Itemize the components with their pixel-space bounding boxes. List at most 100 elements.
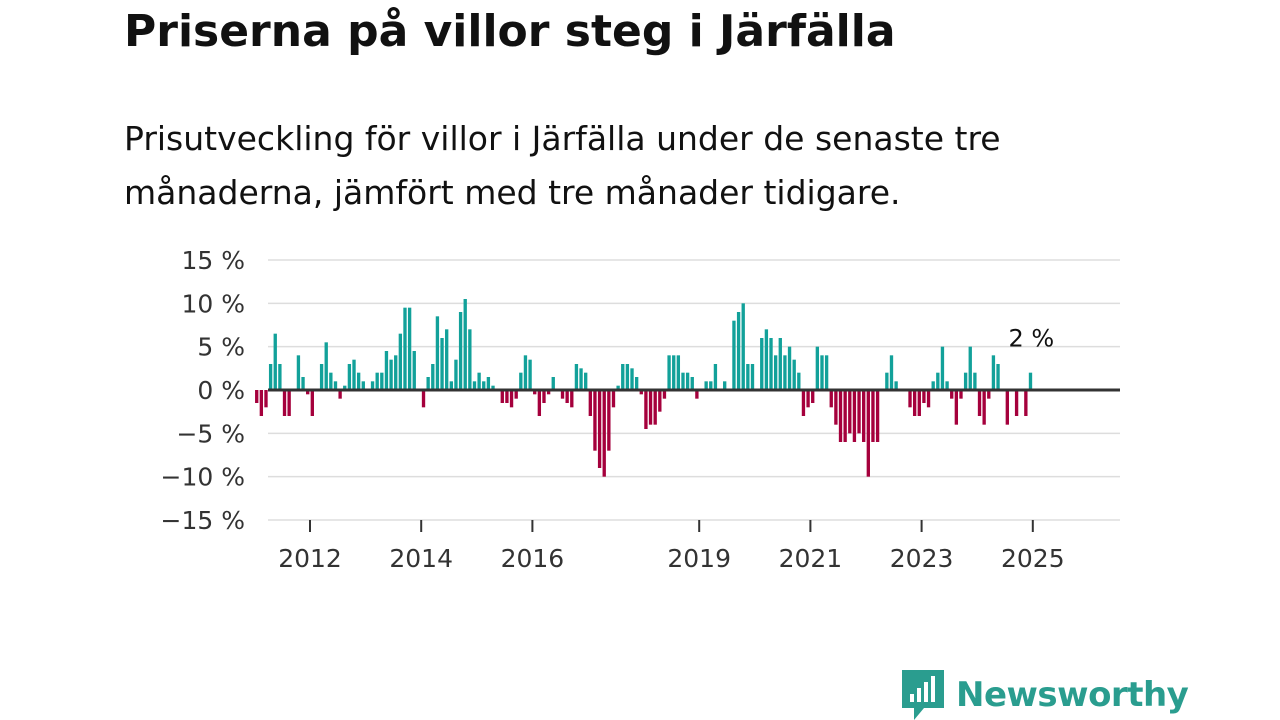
bar bbox=[736, 312, 741, 390]
x-tick-label: 2021 bbox=[779, 544, 843, 573]
bar bbox=[672, 355, 676, 390]
bar bbox=[894, 381, 898, 390]
bar bbox=[889, 355, 894, 390]
newsworthy-logo-icon bbox=[902, 670, 944, 720]
y-tick-label: 15 % bbox=[181, 246, 245, 275]
bar bbox=[862, 390, 866, 442]
bar bbox=[806, 390, 810, 408]
bar bbox=[463, 299, 467, 390]
bar bbox=[815, 346, 820, 390]
bar bbox=[514, 390, 518, 399]
bar bbox=[560, 390, 565, 399]
bar bbox=[695, 390, 699, 399]
x-tick-label: 2025 bbox=[1001, 544, 1065, 573]
bar bbox=[287, 390, 291, 416]
bar bbox=[732, 320, 736, 390]
bar bbox=[996, 364, 1000, 390]
bar bbox=[773, 355, 778, 390]
bar bbox=[268, 364, 273, 390]
chart-subtitle: Prisutveckling för villor i Järfälla und… bbox=[124, 119, 1001, 212]
bar bbox=[602, 390, 606, 477]
newsworthy-logo[interactable]: Newsworthy bbox=[902, 670, 1189, 720]
bar bbox=[741, 303, 745, 390]
bar bbox=[370, 381, 375, 390]
bar bbox=[820, 355, 824, 390]
bar bbox=[616, 385, 620, 390]
bar bbox=[519, 372, 523, 390]
bar bbox=[1005, 390, 1009, 425]
bar bbox=[982, 390, 986, 425]
bar bbox=[375, 372, 379, 390]
bar bbox=[574, 364, 579, 390]
bar bbox=[319, 364, 324, 390]
bar bbox=[834, 390, 838, 425]
bar bbox=[565, 390, 569, 403]
brand-name: Newsworthy bbox=[956, 675, 1189, 715]
bar bbox=[454, 359, 458, 390]
bar bbox=[611, 390, 616, 408]
bar bbox=[908, 390, 912, 408]
bar bbox=[384, 351, 389, 390]
bar bbox=[778, 338, 782, 390]
bar bbox=[792, 359, 796, 390]
bar bbox=[528, 359, 532, 390]
bar bbox=[838, 390, 843, 442]
bar bbox=[588, 390, 592, 416]
bar bbox=[343, 385, 347, 390]
labels-layer: 15 % 10 % 5 % 0 % −5 % −10 % −15 % 2012 2014 2016… bbox=[161, 246, 1065, 573]
bar bbox=[394, 355, 398, 390]
bar bbox=[787, 346, 792, 390]
bar bbox=[658, 390, 662, 412]
bar bbox=[709, 381, 713, 390]
bar bbox=[435, 316, 440, 390]
bar bbox=[533, 390, 537, 395]
bar bbox=[296, 355, 301, 390]
bar bbox=[987, 390, 991, 399]
bar bbox=[542, 390, 546, 403]
bar bbox=[824, 355, 829, 390]
bar bbox=[458, 312, 463, 390]
bar bbox=[653, 390, 657, 425]
bar bbox=[324, 342, 328, 390]
bar bbox=[301, 377, 305, 390]
bar bbox=[662, 390, 667, 399]
bar bbox=[926, 390, 931, 408]
bar bbox=[648, 390, 653, 425]
bar bbox=[954, 390, 959, 425]
bar bbox=[1014, 390, 1019, 416]
bar bbox=[593, 390, 597, 451]
bar bbox=[950, 390, 954, 399]
bar bbox=[760, 338, 764, 390]
bar bbox=[380, 372, 384, 390]
bar bbox=[644, 390, 648, 429]
bar bbox=[746, 364, 750, 390]
bar bbox=[472, 381, 477, 390]
bar bbox=[338, 390, 342, 399]
bar bbox=[912, 390, 917, 416]
bar bbox=[829, 390, 833, 408]
bar bbox=[505, 390, 509, 403]
bar bbox=[440, 338, 444, 390]
bar bbox=[991, 355, 996, 390]
bar bbox=[667, 355, 671, 390]
x-tick-label: 2014 bbox=[389, 544, 453, 573]
bar bbox=[685, 372, 690, 390]
bar bbox=[431, 364, 435, 390]
bar bbox=[597, 390, 602, 468]
bar bbox=[634, 377, 639, 390]
bar bbox=[866, 390, 870, 477]
bar bbox=[607, 390, 611, 451]
y-tick-label: 5 % bbox=[197, 333, 245, 362]
x-tick-label: 2016 bbox=[501, 544, 565, 573]
bar bbox=[347, 364, 352, 390]
bar bbox=[352, 359, 356, 390]
bar bbox=[306, 390, 310, 395]
bar bbox=[537, 390, 542, 416]
bar bbox=[681, 372, 685, 390]
bar bbox=[333, 381, 338, 390]
bar bbox=[625, 364, 630, 390]
bar bbox=[449, 381, 453, 390]
y-tick-label: −15 % bbox=[161, 506, 245, 535]
last-value-label: 2 % bbox=[1008, 325, 1054, 353]
